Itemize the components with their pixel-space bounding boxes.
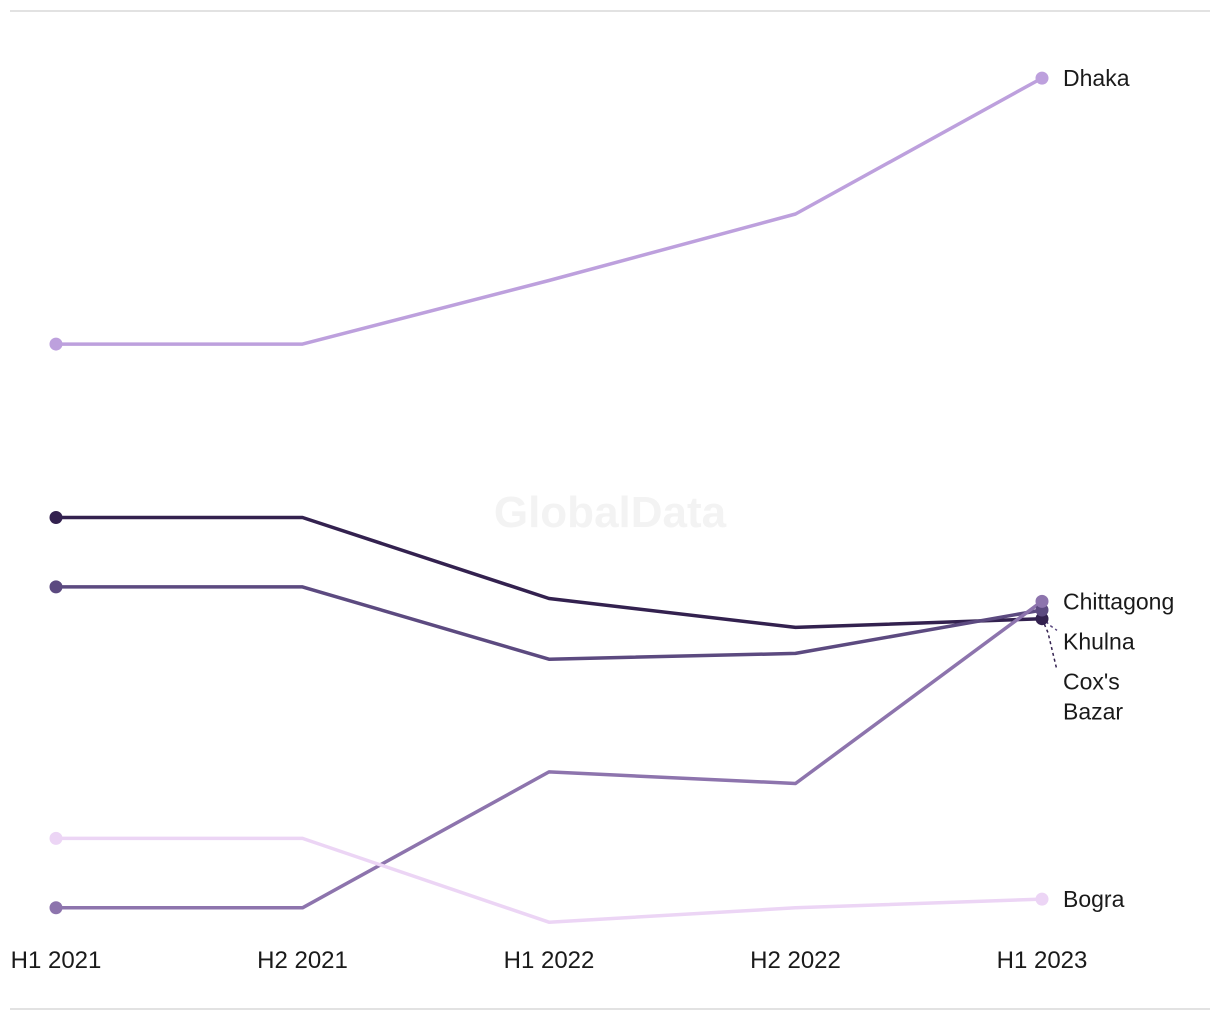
watermark-logo: GlobalData bbox=[494, 488, 727, 537]
label-leader-cox-s-bazar bbox=[1041, 618, 1058, 671]
series-point-dhaka-4 bbox=[1035, 71, 1049, 85]
x-tick-label: H1 2023 bbox=[997, 947, 1088, 974]
series-labels: Dhaka Chittagong Khulna Cox's Bazar Bogra bbox=[1063, 65, 1174, 912]
series-line-chittagong bbox=[54, 599, 1044, 910]
series-line-bogra bbox=[54, 836, 1044, 924]
series-label-chittagong: Chittagong bbox=[1063, 588, 1174, 614]
series-label-khulna: Khulna bbox=[1063, 628, 1135, 654]
series-line-khulna bbox=[54, 585, 1044, 661]
series-point-chittagong-0 bbox=[49, 901, 63, 915]
series-point-bogra-0 bbox=[49, 831, 63, 845]
x-tick-label: H1 2022 bbox=[504, 947, 595, 974]
series-lines bbox=[54, 76, 1044, 924]
x-axis-ticks: H1 2021 H2 2021 H1 2022 H2 2022 H1 2023 bbox=[11, 947, 1088, 974]
x-tick-label: H2 2021 bbox=[257, 947, 348, 974]
series-label-bogra: Bogra bbox=[1063, 886, 1125, 912]
series-line-cox-s-bazar bbox=[54, 515, 1044, 630]
series-point-cox-s-bazar-0 bbox=[49, 511, 63, 525]
series-point-khulna-0 bbox=[49, 580, 63, 594]
series-markers bbox=[49, 71, 1049, 915]
series-label-cox-s-bazar: Bazar bbox=[1063, 698, 1123, 724]
series-point-dhaka-0 bbox=[49, 337, 63, 351]
series-label-cox-s-bazar: Cox's bbox=[1063, 668, 1120, 694]
x-tick-label: H1 2021 bbox=[11, 947, 102, 974]
x-tick-label: H2 2022 bbox=[750, 947, 841, 974]
series-line-dhaka bbox=[54, 76, 1044, 346]
series-label-dhaka: Dhaka bbox=[1063, 65, 1130, 91]
series-point-chittagong-4 bbox=[1035, 594, 1049, 608]
series-point-bogra-4 bbox=[1035, 892, 1049, 906]
